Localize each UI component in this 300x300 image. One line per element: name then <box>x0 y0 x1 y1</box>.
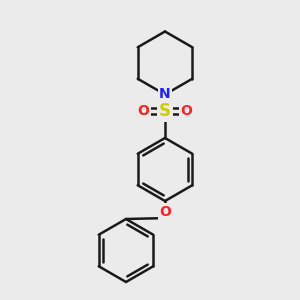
Text: O: O <box>159 205 171 218</box>
Text: O: O <box>181 104 193 118</box>
Text: S: S <box>159 102 171 120</box>
Text: O: O <box>137 104 149 118</box>
Text: N: N <box>159 88 171 101</box>
